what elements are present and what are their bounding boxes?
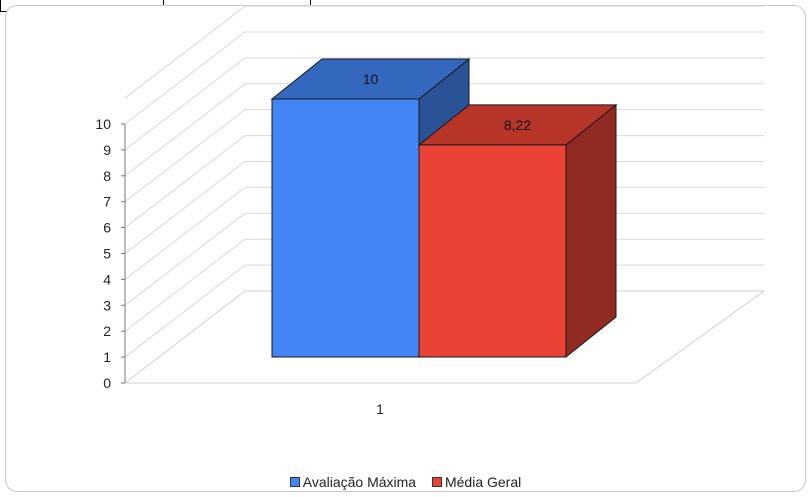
y-tick-label: 7 [103, 194, 111, 210]
y-tick-label: 8 [103, 168, 111, 184]
bar-front [271, 98, 420, 358]
gridline [124, 5, 764, 99]
data-labels: 108,22 [363, 71, 532, 133]
bar-media-geral [417, 103, 618, 359]
y-axis: 0 1 2 3 4 5 6 7 8 9 10 [95, 116, 126, 391]
y-tick-label: 2 [103, 323, 111, 339]
bar-side [565, 103, 617, 359]
x-tick-label: 1 [376, 401, 384, 417]
y-tick-label: 3 [103, 297, 111, 313]
x-axis: 1 [376, 401, 384, 417]
legend-label-media-geral: Média Geral [444, 474, 522, 490]
legend: Avaliação Máxima Média Geral [0, 474, 811, 490]
floor-right-edge [635, 290, 765, 384]
legend-swatch-avaliacao-maxima [289, 477, 300, 487]
legend-item-avaliacao-maxima: Avaliação Máxima [289, 474, 417, 490]
y-tick-label: 6 [103, 220, 111, 236]
gridline [124, 83, 764, 177]
y-tick-label: 9 [103, 142, 111, 158]
legend-item-media-geral: Média Geral [431, 474, 522, 490]
y-tick-label: 10 [95, 116, 111, 132]
bars [270, 57, 618, 359]
gridline [124, 31, 764, 125]
gridline [124, 57, 764, 151]
legend-label-avaliacao-maxima: Avaliação Máxima [302, 474, 417, 490]
y-tick-label: 0 [103, 375, 111, 391]
y-tick-label: 5 [103, 246, 111, 262]
data-label-media-geral: 8,22 [504, 117, 531, 133]
y-tick-label: 4 [103, 271, 111, 287]
bar-front [418, 144, 567, 358]
legend-swatch-media-geral [431, 477, 442, 487]
data-label-avaliacao-maxima: 10 [363, 71, 379, 87]
y-tick-label: 1 [103, 349, 111, 365]
